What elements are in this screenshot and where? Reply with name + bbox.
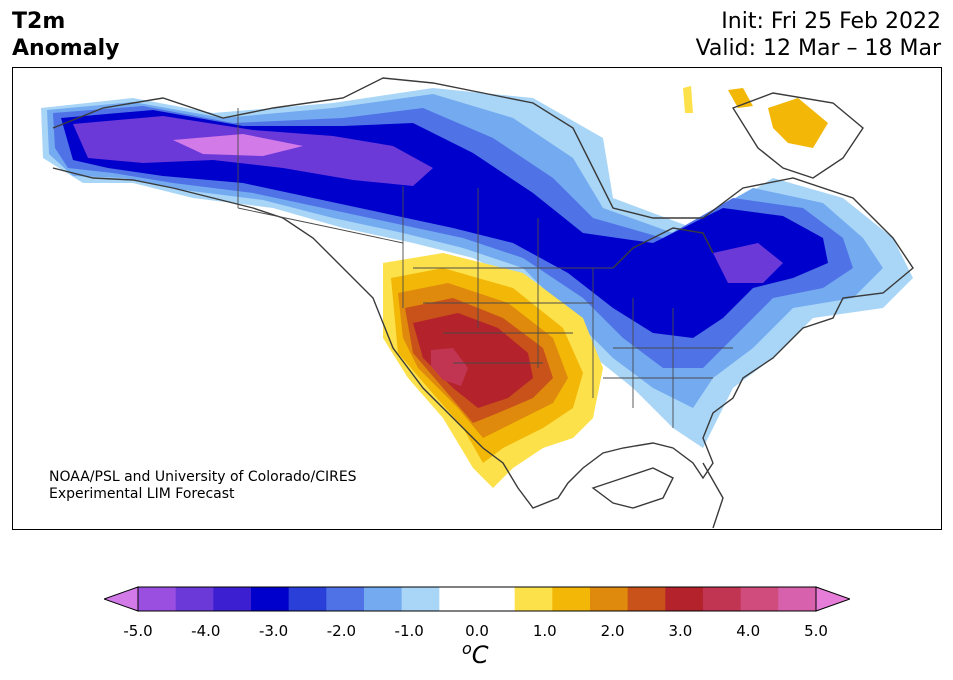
colorbar-cell	[326, 587, 365, 611]
cold-anomaly-core-east	[713, 243, 783, 283]
colorbar-cell	[138, 587, 177, 611]
colorbar-cell	[439, 587, 478, 611]
colorbar-cell	[364, 587, 403, 611]
credit-line-1: NOAA/PSL and University of Colorado/CIRE…	[49, 469, 357, 485]
colorbar-unit: oC	[462, 639, 489, 669]
coastlines	[52, 77, 914, 529]
colorbar-cell	[778, 587, 817, 611]
colorbar-cell	[703, 587, 742, 611]
warm-anomaly-core	[413, 313, 533, 408]
colorbar-min-arrow	[104, 586, 139, 612]
map-canvas	[41, 77, 914, 529]
colorbar-cell	[590, 587, 629, 611]
colorbar-tick-label: 0.0	[465, 622, 489, 640]
colorbar	[104, 586, 850, 612]
colorbar-cell	[175, 587, 214, 611]
colorbar-tick-label: -5.0	[123, 622, 153, 640]
colorbar-cell	[288, 587, 327, 611]
warm-anomaly-extreme	[431, 348, 468, 386]
colorbar-cell	[552, 587, 591, 611]
colorbar-cell	[740, 587, 779, 611]
colorbar-tick-label: 1.0	[532, 622, 557, 640]
colorbar-cell	[251, 587, 290, 611]
greenland-warm-speck-2	[683, 86, 693, 113]
valid-date: Valid: 12 Mar – 18 Mar	[695, 36, 941, 61]
colorbar-tick-label: 3.0	[668, 622, 693, 640]
colorbar-cell	[627, 587, 666, 611]
colorbar-cells	[138, 587, 817, 611]
colorbar-tick-label: -1.0	[394, 622, 424, 640]
colorbar-tick-label: -3.0	[258, 622, 289, 640]
init-date: Init: Fri 25 Feb 2022	[721, 9, 941, 34]
forecast-dates: Init: Fri 25 Feb 2022 Valid: 12 Mar – 18…	[696, 8, 941, 62]
colorbar-tick-label: -4.0	[191, 622, 221, 640]
credit-line-2: Experimental LIM Forecast	[49, 486, 235, 502]
colorbar-tick-label: 5.0	[804, 622, 828, 640]
colorbar-tick-label: 4.0	[736, 622, 761, 640]
anomaly-map	[12, 67, 942, 530]
title-line-2: Anomaly	[12, 36, 120, 61]
colorbar-tick-label: 2.0	[600, 622, 625, 640]
credit-text: NOAA/PSL and University of Colorado/CIRE…	[49, 469, 357, 503]
map-title: T2m Anomaly	[12, 8, 119, 62]
greenland-warm-patch	[768, 98, 828, 148]
state-borders	[237, 108, 733, 428]
colorbar-tick-label: -2.0	[326, 622, 357, 640]
title-line-1: T2m	[12, 9, 66, 34]
colorbar-cell	[514, 587, 553, 611]
colorbar-cell	[477, 587, 516, 611]
cold-anomaly-deep	[61, 110, 828, 338]
colorbar-cell	[401, 587, 440, 611]
colorbar-max-arrow	[815, 586, 850, 612]
colorbar-cell	[213, 587, 252, 611]
colorbar-cell	[665, 587, 704, 611]
